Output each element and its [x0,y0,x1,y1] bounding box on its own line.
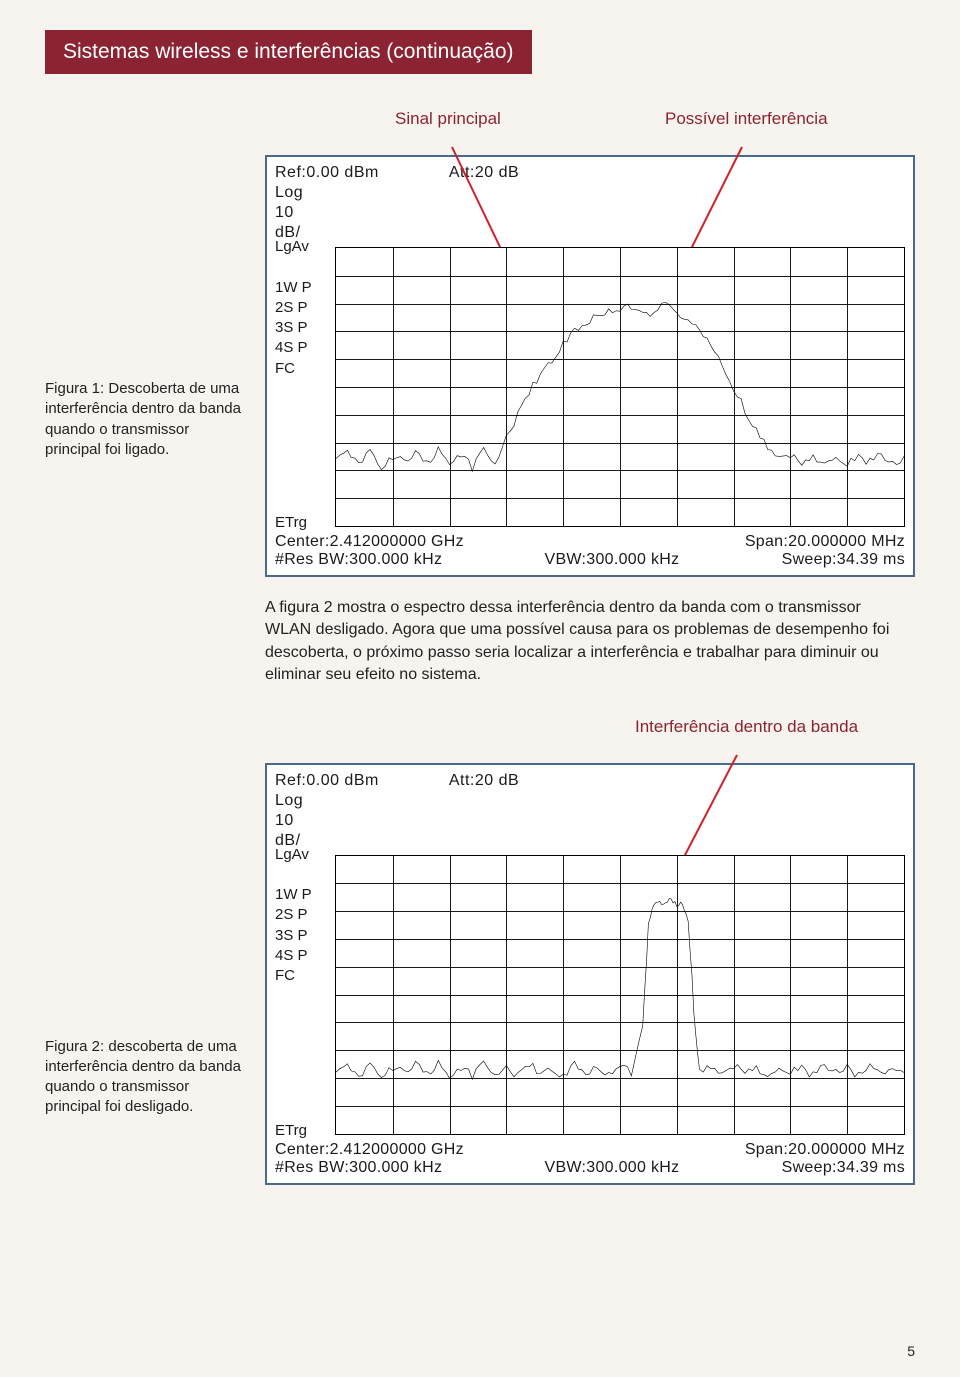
arrow-label-signal: Sinal principal [395,109,501,129]
figure-1-arrow-labels: Sinal principal Possível interferência [265,109,915,147]
span-freq: Span:20.000000 MHz [745,533,905,551]
rbw-label-2: #Res BW:300.000 kHz [275,1159,442,1177]
att-label-2: Att:20 dB [449,771,519,791]
figure-2-chart: Ref:0.00 dBm Att:20 dB Log 10 dB/ LgAv 1… [265,763,915,1185]
scale-log-2: Log [275,791,905,811]
vbw-label: VBW:300.000 kHz [544,551,679,569]
chart-1-left-labels: LgAv 1W P2S P3S P4S P FC [275,237,312,379]
scale-log: Log [275,183,905,203]
body-paragraph: A figura 2 mostra o espectro dessa inter… [265,597,905,687]
span-freq-2: Span:20.000000 MHz [745,1141,905,1159]
scale-10: 10 [275,203,905,223]
etrg-label-2: ETrg [275,1122,307,1139]
sweep-label: Sweep:34.39 ms [782,551,905,569]
center-freq-2: Center:2.412000000 GHz [275,1141,464,1159]
figure-2-row: Figura 2: descoberta de uma interferênci… [45,717,915,1185]
chart-1-footer: Center:2.412000000 GHz Span:20.000000 MH… [271,527,909,571]
scale-10-2: 10 [275,811,905,831]
vbw-label-2: VBW:300.000 kHz [544,1159,679,1177]
att-label: Att:20 dB [449,163,519,183]
rbw-label: #Res BW:300.000 kHz [275,551,442,569]
chart-2-plot [335,855,905,1135]
chart-2-header: Ref:0.00 dBm Att:20 dB Log 10 dB/ [271,769,909,855]
scale-db-2: dB/ [275,831,905,851]
page-number: 5 [907,1343,915,1359]
arrow-label-inband: Interferência dentro da banda [635,717,858,737]
ref-label: Ref:0.00 dBm [275,163,379,183]
scale-db: dB/ [275,223,905,243]
figure-1-row: Figura 1: Descoberta de uma interferênci… [45,109,915,577]
chart-1-plot [335,247,905,527]
figure-2-caption: Figura 2: descoberta de uma interferênci… [45,1037,265,1118]
arrow-label-interference: Possível interferência [665,109,828,129]
ref-label-2: Ref:0.00 dBm [275,771,379,791]
sweep-label-2: Sweep:34.39 ms [782,1159,905,1177]
figure-2-arrow-labels: Interferência dentro da banda [265,717,915,755]
etrg-label-1: ETrg [275,514,307,531]
chart-1-header: Ref:0.00 dBm Att:20 dB Log 10 dB/ [271,161,909,247]
figure-1-caption: Figura 1: Descoberta de uma interferênci… [45,379,265,460]
figure-1-chart: Ref:0.00 dBm Att:20 dB Log 10 dB/ LgAv 1… [265,155,915,577]
section-title: Sistemas wireless e interferências (cont… [45,30,532,74]
chart-2-left-labels: LgAv 1W P2S P3S P4S P FC [275,845,312,987]
center-freq: Center:2.412000000 GHz [275,533,464,551]
chart-2-footer: Center:2.412000000 GHz Span:20.000000 MH… [271,1135,909,1179]
